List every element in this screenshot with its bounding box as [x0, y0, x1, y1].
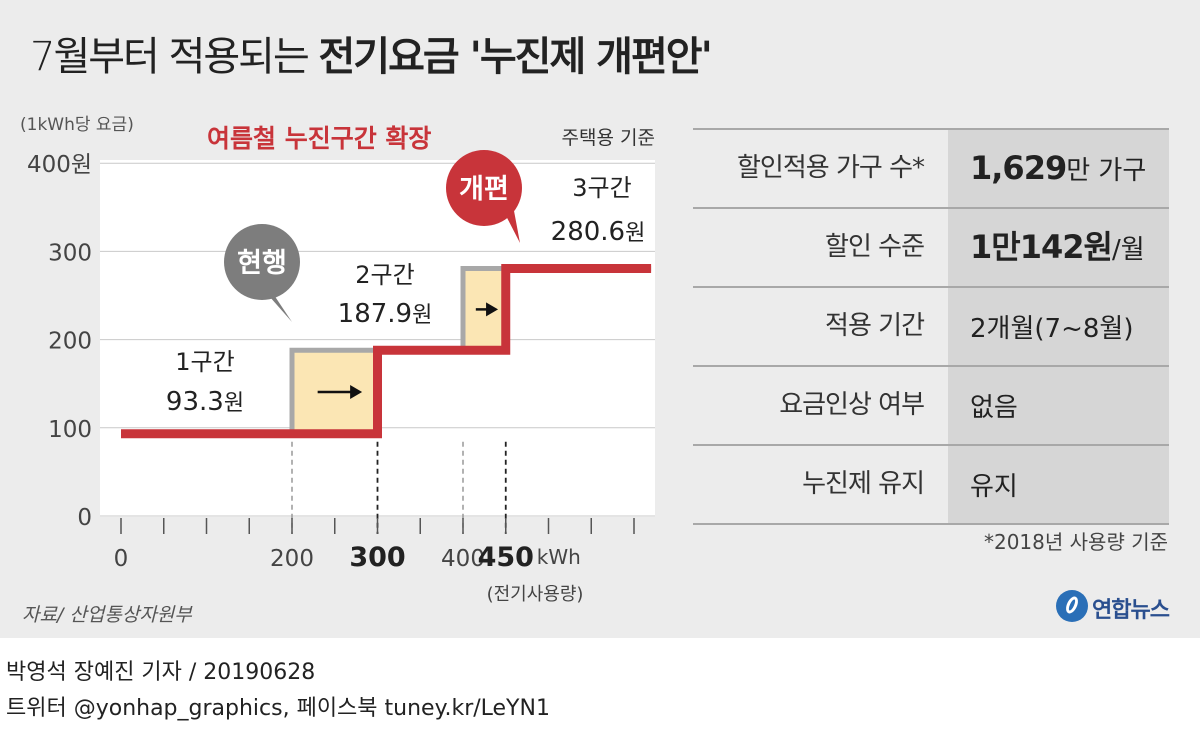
y-tick-label: 300 — [48, 240, 92, 266]
row-label: 요금인상 여부 — [779, 390, 925, 420]
basis-label: 주택용 기준 — [562, 127, 655, 149]
tier3-name: 3구간 — [572, 174, 631, 202]
tier1-name: 1구간 — [175, 348, 234, 376]
table-row: 누진제 유지 유지 — [693, 446, 1169, 525]
x-tick-label: 450 — [478, 542, 534, 573]
y-tick-label: 0 — [77, 505, 92, 531]
yonhap-logo: 연합뉴스 — [1056, 588, 1196, 628]
row-label: 할인적용 가구 수* — [737, 153, 925, 183]
tier2-label: 2구간 187.9원 — [338, 261, 433, 329]
plot-area — [100, 160, 655, 517]
tier1-price-line: 93.3원 — [166, 387, 244, 417]
bubble-revised: 개편 — [446, 150, 522, 243]
y-tick-label: 200 — [48, 329, 92, 355]
tier1-label: 1구간 93.3원 — [166, 348, 244, 417]
row-value-main: 1만142원 — [970, 228, 1113, 266]
table-row: 할인 수준 1만142원/월 — [693, 209, 1169, 288]
tier3-unit: 원 — [625, 221, 645, 246]
x-tick-label: 200 — [270, 546, 314, 572]
tier1-unit: 원 — [224, 391, 244, 416]
table-footnote: *2018년 사용량 기준 — [983, 530, 1168, 554]
row-value: 1만142원/월 — [948, 209, 1169, 286]
bubble-current-label: 현행 — [237, 248, 287, 279]
title-light: 7월부터 적용되는 — [30, 34, 310, 80]
social-credit: 트위터 @yonhap_graphics, 페이스북 tuney.kr/LeYN… — [6, 696, 550, 721]
tier2-price-line: 187.9원 — [338, 299, 433, 329]
y-tick-label: 400원 — [27, 152, 92, 178]
row-value: 없음 — [948, 367, 1169, 444]
shift-arrow-head — [350, 384, 363, 399]
title-bold: 전기요금 '누진제 개편안' — [318, 34, 712, 80]
row-value-suffix: 없음 — [970, 393, 1018, 423]
x-tick-label: 300 — [349, 542, 405, 573]
tier1-price: 93.3 — [166, 387, 224, 417]
x-unit-label: kWh — [537, 545, 581, 569]
tier3-label: 3구간 280.6원 — [551, 174, 646, 247]
shift-arrow-head — [486, 302, 499, 317]
y-tick-label: 100 — [48, 417, 92, 443]
row-value: 2개월(7~8월) — [948, 288, 1169, 365]
table-row: 적용 기간 2개월(7~8월) — [693, 288, 1169, 367]
page-title: 7월부터 적용되는 전기요금 '누진제 개편안' — [30, 24, 713, 82]
row-label: 적용 기간 — [825, 311, 925, 341]
row-value-suffix: 만 가구 — [1066, 156, 1147, 186]
bubble-revised-label: 개편 — [459, 174, 509, 205]
shift-box-layer — [292, 268, 506, 434]
byline: 박영석 장예진 기자 / 20190628 — [6, 660, 316, 685]
row-label: 할인 수준 — [825, 232, 925, 262]
tier2-name: 2구간 — [355, 261, 414, 289]
bubble-current: 현행 — [224, 224, 300, 322]
chart-subtitle: 여름철 누진구간 확장 — [207, 124, 431, 153]
row-value-suffix: 2개월(7~8월) — [970, 314, 1134, 344]
discount-table: 할인적용 가구 수* 1,629만 가구 할인 수준 1만142원/월 적용 기… — [693, 128, 1169, 525]
series-revised-line — [121, 264, 652, 439]
x-axis-note: (전기사용량) — [487, 584, 584, 605]
row-value: 1,629만 가구 — [948, 130, 1169, 207]
row-value-main: 1,629 — [970, 149, 1067, 187]
row-value-suffix: /월 — [1111, 235, 1145, 265]
table-row: 할인적용 가구 수* 1,629만 가구 — [693, 128, 1169, 209]
x-tick-label: 400 — [441, 546, 485, 572]
series-layer — [121, 264, 652, 439]
x-tick-label: 0 — [114, 546, 129, 572]
source-note: 자료/ 산업통상자원부 — [22, 604, 192, 626]
row-value: 유지 — [948, 446, 1169, 523]
table-row: 요금인상 여부 없음 — [693, 367, 1169, 446]
tier3-price-line: 280.6원 — [551, 217, 646, 247]
yonhap-logo-icon — [1056, 590, 1088, 622]
row-value-suffix: 유지 — [970, 472, 1018, 502]
tier3-price: 280.6 — [551, 217, 625, 247]
unit-label: (1kWh당 요금) — [20, 115, 134, 135]
row-label: 누진제 유지 — [802, 469, 925, 499]
tier2-price: 187.9 — [338, 299, 412, 329]
tier2-unit: 원 — [412, 303, 432, 328]
logo-text: 연합뉴스 — [1092, 598, 1170, 623]
